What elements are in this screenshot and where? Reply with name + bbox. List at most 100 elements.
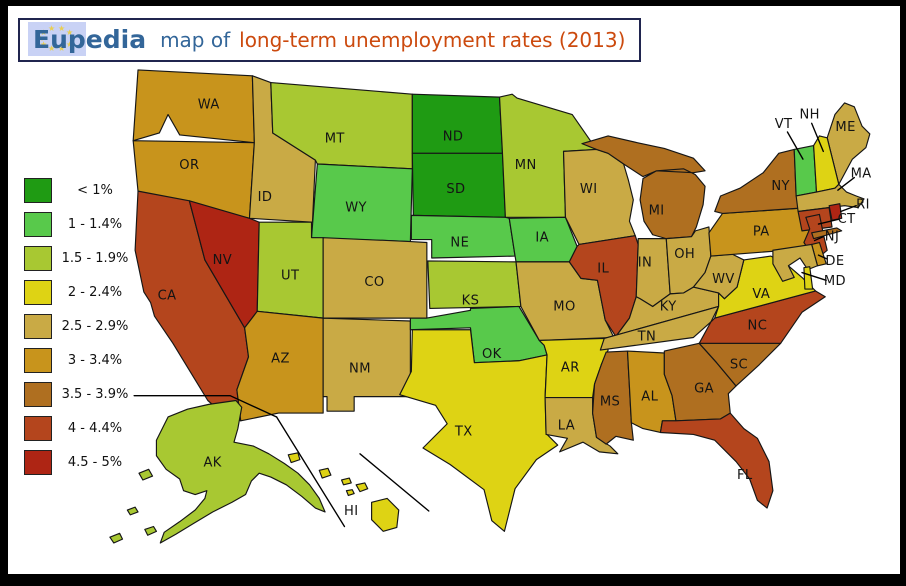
usa-map: WA OR CA NV ID MT WY UT CO AZ NM ND SD NE KS OK TX MN IA MO… xyxy=(109,69,871,544)
legend-label: 4.5 - 5% xyxy=(67,455,123,470)
state-label-pa: PA xyxy=(753,225,770,240)
state-label-mn: MN xyxy=(515,158,537,173)
state-me xyxy=(826,102,871,185)
state-label-ms: MS xyxy=(600,394,620,409)
state-tn xyxy=(599,305,720,351)
state-label-nh: NH xyxy=(800,107,820,122)
state-co xyxy=(322,237,428,319)
state-label-ok: OK xyxy=(482,347,502,362)
state-label-il: IL xyxy=(597,262,609,277)
label-pointer-line xyxy=(840,204,857,213)
label-pointer-line xyxy=(801,271,827,281)
state-label-me: ME xyxy=(835,120,855,135)
state-label-ri: RI xyxy=(856,198,870,213)
state-label-al: AL xyxy=(641,389,658,404)
label-pointer-line xyxy=(810,122,824,153)
label-pointer-line xyxy=(817,218,840,225)
state-label-co: CO xyxy=(364,275,384,290)
legend-item: 4 - 4.4% xyxy=(24,416,138,441)
label-pointer-line xyxy=(786,131,804,160)
legend-item: 3.5 - 3.9% xyxy=(24,382,138,407)
legend-item: 3 - 3.4% xyxy=(24,348,138,373)
state-label-ks: KS xyxy=(462,294,480,309)
state-label-tn: TN xyxy=(637,329,657,344)
brand-text: Eupedia xyxy=(33,25,147,54)
legend-color-swatch xyxy=(24,212,52,237)
state-label-mi: MI xyxy=(649,203,665,218)
state-label-mo: MO xyxy=(553,299,575,314)
state-va-part xyxy=(803,266,814,290)
state-label-mt: MT xyxy=(325,132,346,147)
state-hi xyxy=(287,452,400,532)
state-label-ga: GA xyxy=(694,382,714,397)
state-wv xyxy=(692,253,745,300)
state-ri xyxy=(828,203,843,221)
legend: < 1% 1 - 1.4% 1.5 - 1.9% 2 - 2.4% 2.5 - 2.9%… xyxy=(24,178,138,484)
state-label-sc: SC xyxy=(730,358,748,373)
state-ny-part xyxy=(811,227,843,240)
state-label-nv: NV xyxy=(213,253,233,268)
state-label-ny: NY xyxy=(771,179,790,194)
state-label-nd: ND xyxy=(443,130,464,145)
state-vt xyxy=(793,144,818,197)
legend-color-swatch xyxy=(24,280,52,305)
state-label-wi: WI xyxy=(580,182,598,197)
inset-divider-line xyxy=(359,453,430,512)
legend-label: 3 - 3.4% xyxy=(67,353,123,368)
state-label-nm: NM xyxy=(349,361,371,376)
state-label-ky: KY xyxy=(660,299,677,314)
title-box: ★ ★ ★ ★ ★ ★ ★ ★ ★ ★ Eupedia map of long-term unem… xyxy=(18,18,642,62)
state-nc xyxy=(698,290,826,344)
inset-divider-line xyxy=(275,416,346,528)
legend-label: 1 - 1.4% xyxy=(67,217,123,232)
state-label-ar: AR xyxy=(561,360,580,375)
legend-color-swatch xyxy=(24,246,52,271)
legend-item: 2 - 2.4% xyxy=(24,280,138,305)
state-label-va: VA xyxy=(752,287,770,302)
state-ak xyxy=(109,399,326,544)
state-label-wy: WY xyxy=(345,200,367,215)
state-nm xyxy=(322,317,411,412)
state-label-wa: WA xyxy=(198,98,220,113)
legend-label: < 1% xyxy=(77,183,113,198)
state-mi xyxy=(581,135,706,240)
legend-color-swatch xyxy=(24,450,52,475)
legend-color-swatch xyxy=(24,314,52,339)
state-label-in: IN xyxy=(638,256,652,271)
legend-color-swatch xyxy=(24,416,52,441)
state-tx xyxy=(399,329,559,532)
state-label-or: OR xyxy=(179,158,199,173)
state-label-la: LA xyxy=(558,419,575,434)
state-label-ia: IA xyxy=(535,231,549,246)
inset-divider-line xyxy=(133,394,278,418)
state-label-nj: NJ xyxy=(825,230,839,245)
state-label-ak: AK xyxy=(203,455,221,470)
legend-item: 2.5 - 2.9% xyxy=(24,314,138,339)
legend-label: 4 - 4.4% xyxy=(67,421,123,436)
state-label-wv: WV xyxy=(712,272,735,287)
legend-color-swatch xyxy=(24,178,52,203)
legend-item: 1 - 1.4% xyxy=(24,212,138,237)
legend-item: 1.5 - 1.9% xyxy=(24,246,138,271)
state-fl xyxy=(659,412,774,509)
legend-item: 4.5 - 5% xyxy=(24,450,138,475)
state-label-hi: HI xyxy=(344,504,358,519)
state-label-id: ID xyxy=(258,190,273,205)
legend-label: 2 - 2.4% xyxy=(67,285,123,300)
legend-item: < 1% xyxy=(24,178,138,203)
eupedia-logo: ★ ★ ★ ★ ★ ★ ★ ★ ★ ★ Eupedia xyxy=(28,22,151,56)
state-label-vt: VT xyxy=(775,117,793,132)
state-label-ne: NE xyxy=(450,235,469,250)
title-prefix: map of xyxy=(160,27,231,52)
state-wa xyxy=(132,69,255,144)
legend-color-swatch xyxy=(24,382,52,407)
state-md xyxy=(772,243,819,282)
state-label-sd: SD xyxy=(446,182,465,197)
state-label-oh: OH xyxy=(674,247,695,262)
state-label-nc: NC xyxy=(748,319,768,334)
state-label-de: DE xyxy=(825,254,844,269)
label-pointer-line xyxy=(837,176,855,191)
state-label-ut: UT xyxy=(281,268,300,283)
state-label-ca: CA xyxy=(158,289,177,304)
